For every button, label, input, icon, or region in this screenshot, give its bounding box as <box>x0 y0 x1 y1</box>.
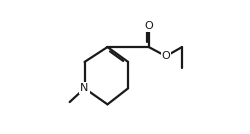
Text: O: O <box>162 51 170 61</box>
Text: N: N <box>80 83 89 93</box>
Text: O: O <box>144 21 153 31</box>
